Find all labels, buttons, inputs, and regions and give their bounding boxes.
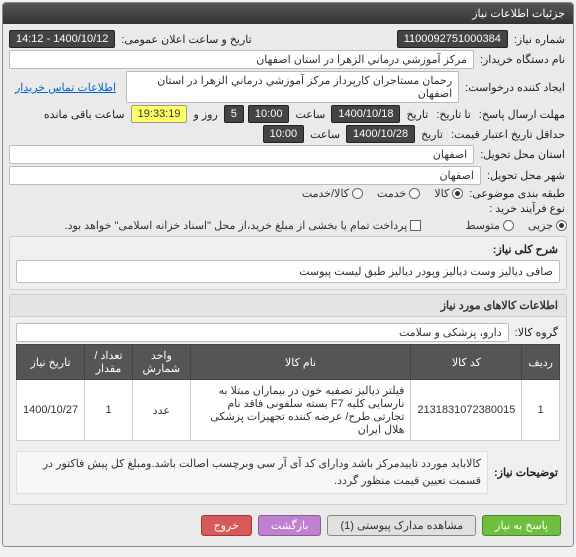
cell-code: 2131831072380015 — [411, 380, 522, 441]
buyer-device-field: مرکز آموزشي درماني الزهرا در استان اصفها… — [9, 50, 474, 69]
radio-service-input[interactable] — [409, 188, 420, 199]
need-desc-label: شرح کلی نیاز: — [491, 243, 560, 256]
radio-both-label: کالا/خدمت — [302, 187, 349, 200]
subject-class-label: طبقه بندی موضوعی: — [467, 187, 567, 200]
goods-group-label: گروه کالا: — [513, 326, 560, 339]
deadline-label: مهلت ارسال پاسخ: — [477, 108, 567, 121]
th-unit: واحد شمارش — [132, 345, 190, 380]
goods-table: ردیف کد کالا نام کالا واحد شمارش تعداد /… — [16, 344, 560, 441]
th-row: ردیف — [522, 345, 560, 380]
date-label-1: تاریخ — [404, 108, 430, 121]
hour-label-1: ساعت — [293, 108, 327, 121]
attachments-button[interactable]: مشاهده مدارک پیوستی (1) — [327, 515, 476, 536]
radio-medium-input[interactable] — [503, 220, 514, 231]
table-row: 1 2131831072380015 فیلتر دیالیز تصفیه خو… — [17, 380, 560, 441]
to-label: تا تاریخ: — [434, 108, 472, 121]
panel-title: جزئیات اطلاعات نیاز — [3, 3, 573, 24]
payment-label: پرداخت تمام یا بخشی از مبلغ خرید،از محل … — [65, 219, 408, 232]
radio-partial-label: جزیی — [528, 219, 553, 232]
need-desc-section: شرح کلی نیاز: صافی دیالیز وست دیالیز وپو… — [9, 236, 567, 290]
radio-medium[interactable]: متوسط — [465, 219, 514, 232]
valid-date-field: 1400/10/28 — [346, 125, 415, 143]
datetime-public-field: 1400/10/12 - 14:12 — [9, 30, 115, 48]
province-field: اصفهان — [9, 145, 474, 164]
datetime-public-label: تاریخ و ساعت اعلان عمومی: — [119, 33, 253, 46]
payment-check[interactable]: پرداخت تمام یا بخشی از مبلغ خرید،از محل … — [65, 219, 422, 232]
buyer-device-label: نام دستگاه خریدار: — [478, 53, 567, 66]
radio-both[interactable]: کالا/خدمت — [302, 187, 363, 200]
deadline-date-field: 1400/10/18 — [331, 105, 400, 123]
back-button[interactable]: بازگشت — [258, 515, 322, 536]
radio-service-label: خدمت — [377, 187, 406, 200]
radio-partial-input[interactable] — [556, 220, 567, 231]
radio-goods-input[interactable] — [452, 188, 463, 199]
cell-qty: 1 — [85, 380, 133, 441]
day-and-label: روز و — [191, 108, 219, 121]
days-left-field: 5 — [224, 105, 244, 123]
need-details-panel: جزئیات اطلاعات نیاز شماره نیاز: 11000927… — [2, 2, 574, 547]
panel-body: شماره نیاز: 1100092751000384 تاریخ و ساع… — [3, 24, 573, 546]
valid-hour-field: 10:00 — [263, 125, 305, 143]
date-label-2: تاریخ — [419, 128, 445, 141]
th-date: تاریخ نیاز — [17, 345, 85, 380]
cell-date: 1400/10/27 — [17, 380, 85, 441]
goods-info-section: اطلاعات کالاهای مورد نیاز گروه کالا: دار… — [9, 294, 567, 505]
reply-button[interactable]: پاسخ به نیاز — [482, 515, 561, 536]
goods-group-field: دارو، پزشکی و سلامت — [16, 323, 509, 342]
notes-field: کالاباید موردد تاییدمرکز باشد ودارای کد … — [16, 451, 488, 494]
process-label: نوع فرآیند خرید : — [487, 202, 567, 215]
goods-info-title: اطلاعات کالاهای مورد نیاز — [10, 295, 566, 317]
valid-until-label: حداقل تاریخ اعتبار قیمت: — [449, 128, 567, 141]
process-group: جزیی متوسط پرداخت تمام یا بخشی از مبلغ خ… — [65, 219, 567, 232]
th-qty: تعداد / مقدار — [85, 345, 133, 380]
hour-label-2: ساعت — [308, 128, 342, 141]
remaining-label: ساعت باقی مانده — [42, 108, 127, 121]
request-creator-label: ایجاد کننده درخواست: — [463, 81, 567, 94]
button-bar: پاسخ به نیاز مشاهده مدارک پیوستی (1) باز… — [9, 509, 567, 542]
cell-row: 1 — [522, 380, 560, 441]
exit-button[interactable]: خروج — [201, 515, 252, 536]
need-no-field: 1100092751000384 — [397, 30, 508, 48]
need-desc-field: صافی دیالیز وست دیالیز وپودر دیالیز طبق … — [16, 260, 560, 283]
subject-class-group: کالا خدمت کالا/خدمت — [302, 187, 463, 200]
cell-unit: عدد — [132, 380, 190, 441]
province-label: استان محل تحویل: — [478, 148, 567, 161]
city-field: اصفهان — [9, 166, 481, 185]
cell-name: فیلتر دیالیز تصفیه خون در بیماران مبتلا … — [190, 380, 411, 441]
notes-label: توضیحات نیاز: — [492, 466, 560, 479]
deadline-hour-field: 10:00 — [248, 105, 290, 123]
time-left-field: 19:33:19 — [131, 105, 188, 123]
th-code: کد کالا — [411, 345, 522, 380]
request-creator-field: رحمان مستاجران کارپرداز مرکز آموزشي درما… — [126, 71, 459, 103]
need-no-label: شماره نیاز: — [512, 33, 567, 46]
payment-checkbox[interactable] — [410, 220, 421, 231]
radio-partial[interactable]: جزیی — [528, 219, 567, 232]
radio-goods[interactable]: کالا — [434, 187, 463, 200]
radio-service[interactable]: خدمت — [377, 187, 420, 200]
radio-goods-label: کالا — [434, 187, 449, 200]
radio-both-input[interactable] — [352, 188, 363, 199]
city-label: شهر محل تحویل: — [485, 169, 567, 182]
th-name: نام کالا — [190, 345, 411, 380]
contact-link[interactable]: اطلاعات تماس خریدار — [9, 81, 122, 94]
radio-medium-label: متوسط — [465, 219, 500, 232]
